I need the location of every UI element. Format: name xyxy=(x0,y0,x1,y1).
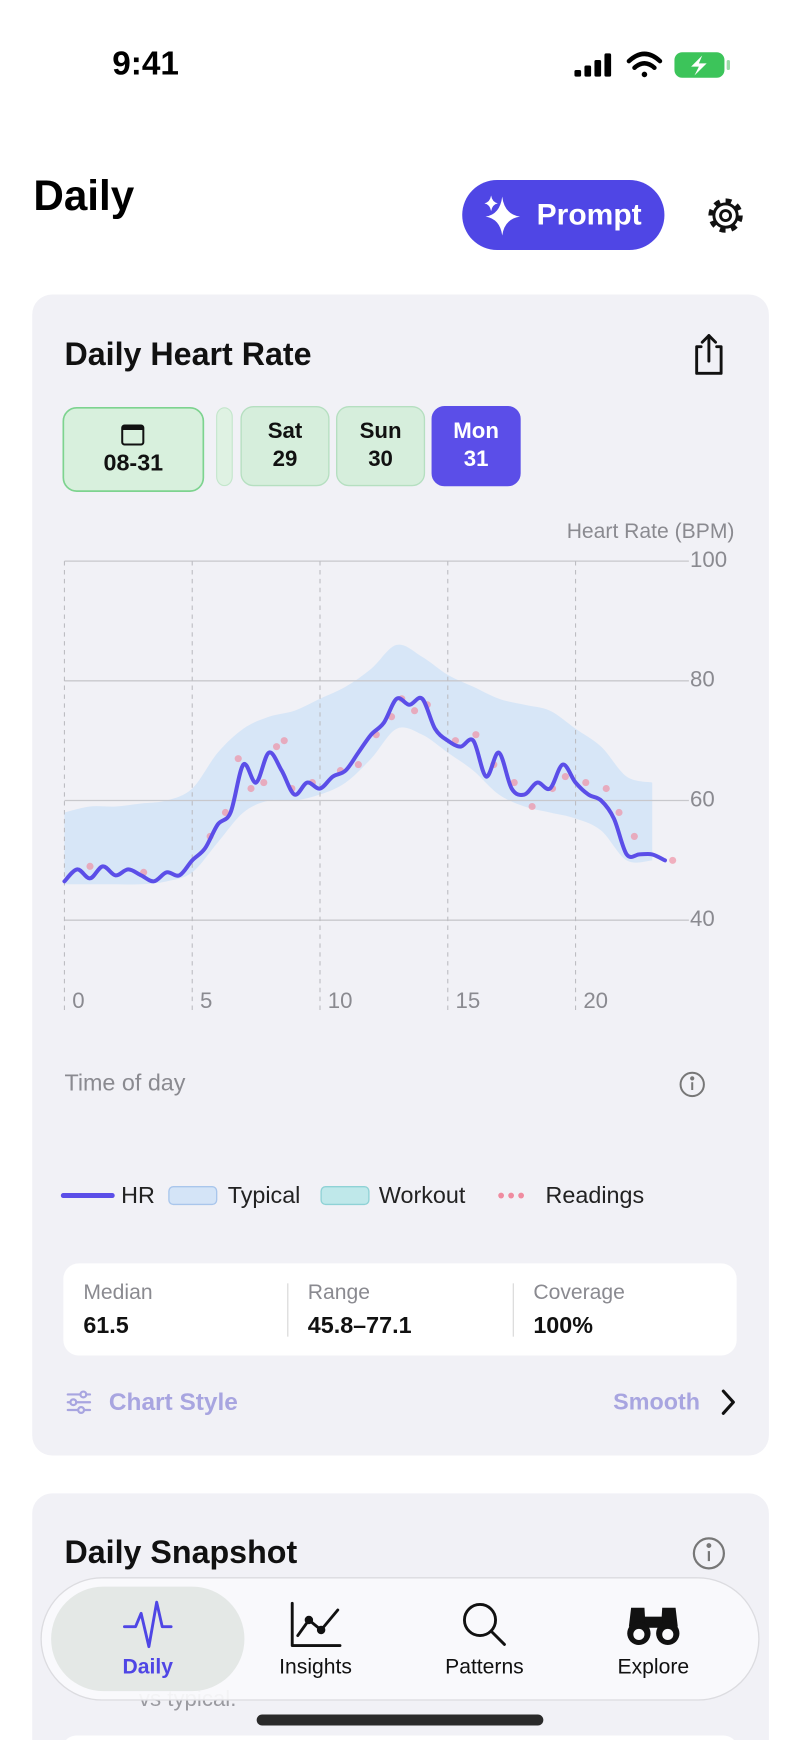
reading-dot xyxy=(472,731,480,739)
page-title: Daily xyxy=(33,172,134,219)
day-chip-day: 29 xyxy=(273,446,298,471)
snapshot-info-button[interactable] xyxy=(692,1537,725,1570)
prompt-label: Prompt xyxy=(537,199,642,232)
day-chip-bg xyxy=(336,406,426,487)
day-chip[interactable]: Sat 29 xyxy=(240,406,330,487)
reading-dot xyxy=(602,784,610,793)
chip-sliver xyxy=(216,407,233,487)
x-axis-title: Time of day xyxy=(64,1070,185,1096)
chart-style-label: Chart Style xyxy=(109,1389,238,1416)
tab-label[interactable]: Daily xyxy=(123,1655,174,1678)
signal-icon xyxy=(574,53,612,77)
reading-dot xyxy=(86,862,94,870)
y-tick-label: 40 xyxy=(690,906,715,931)
legend-swatch xyxy=(508,1192,514,1199)
day-chip-weekday: Mon xyxy=(453,418,499,443)
reading-dot xyxy=(582,779,590,787)
share-button[interactable] xyxy=(695,334,723,375)
tab-patterns-icon xyxy=(463,1603,506,1646)
x-tick-label: 0 xyxy=(72,988,84,1013)
reading-dot xyxy=(280,737,288,745)
day-chip-weekday: Sat xyxy=(268,418,303,443)
tab-insights-icon xyxy=(290,1601,342,1647)
legend-label: Readings xyxy=(546,1182,645,1208)
legend-swatch xyxy=(320,1186,370,1206)
legend-label: HR xyxy=(121,1182,155,1208)
date-chip-label: 08-31 xyxy=(103,450,163,476)
reading-dot xyxy=(260,779,268,787)
snapshot-panel xyxy=(66,1735,734,1740)
chart-style-row[interactable]: Chart Style Smooth xyxy=(66,1388,735,1416)
snapshot-title: Daily Snapshot xyxy=(64,1534,297,1570)
reading-dot xyxy=(221,808,229,817)
home-indicator xyxy=(256,1714,544,1726)
tab-label[interactable]: Explore xyxy=(618,1655,690,1678)
reading-dot xyxy=(630,832,638,840)
card-title: Daily Heart Rate xyxy=(64,336,311,372)
day-chip-day: 31 xyxy=(464,446,489,471)
day-chip[interactable]: Mon 31 xyxy=(431,406,521,487)
tab-label[interactable]: Insights xyxy=(279,1655,352,1678)
status-time: 9:41 xyxy=(112,45,179,82)
settings-button[interactable] xyxy=(708,198,743,233)
stat-label: Coverage xyxy=(533,1281,625,1304)
reading-dot xyxy=(669,856,677,864)
reading-dot xyxy=(561,773,569,781)
y-tick-label: 60 xyxy=(690,786,715,811)
day-chip-bg xyxy=(240,406,330,487)
chart-style-value: Smooth xyxy=(613,1388,700,1414)
y-tick-label: 100 xyxy=(690,547,727,572)
reading-dot xyxy=(411,707,419,715)
date-chip[interactable]: 08-31 xyxy=(62,406,205,492)
hr-line xyxy=(62,695,667,884)
legend-swatch xyxy=(168,1186,218,1206)
day-chip-weekday: Sun xyxy=(360,418,402,443)
tab-daily-icon xyxy=(123,1600,173,1649)
stat-value: 45.8–77.1 xyxy=(308,1312,412,1338)
y-axis-title: Heart Rate (BPM) xyxy=(567,520,735,543)
reading-dot xyxy=(234,755,242,763)
heart-rate-card xyxy=(32,294,769,1456)
legend-label: Typical xyxy=(228,1182,301,1208)
legend-label: Workout xyxy=(379,1182,466,1208)
day-chip[interactable]: Sun 30 xyxy=(336,406,426,487)
day-chip-bg xyxy=(431,406,521,487)
legend-swatch xyxy=(518,1192,524,1199)
stats-panel xyxy=(63,1263,737,1356)
x-tick-label: 10 xyxy=(328,988,353,1013)
tab-explore-icon xyxy=(627,1607,680,1645)
stat-label: Median xyxy=(83,1281,152,1304)
reading-dot xyxy=(528,802,536,811)
x-tick-label: 5 xyxy=(200,988,212,1013)
x-tick-label: 15 xyxy=(456,988,481,1013)
reading-dot xyxy=(615,808,623,817)
x-tick-label: 20 xyxy=(583,988,608,1013)
info-button[interactable] xyxy=(679,1071,705,1098)
stat-value: 100% xyxy=(533,1312,593,1338)
reading-dot xyxy=(273,743,281,751)
battery-icon xyxy=(674,52,730,78)
reading-dot xyxy=(510,779,518,787)
prompt-button[interactable]: Prompt xyxy=(462,180,665,250)
reading-dot xyxy=(247,784,255,793)
tab-label[interactable]: Patterns xyxy=(445,1655,524,1678)
y-tick-label: 80 xyxy=(690,667,715,692)
legend-swatch xyxy=(498,1192,504,1199)
wifi-icon xyxy=(626,51,663,78)
stat-value: 61.5 xyxy=(83,1312,128,1338)
stat-label: Range xyxy=(308,1281,370,1304)
reading-dot xyxy=(354,761,362,769)
day-chip-day: 30 xyxy=(368,446,393,471)
